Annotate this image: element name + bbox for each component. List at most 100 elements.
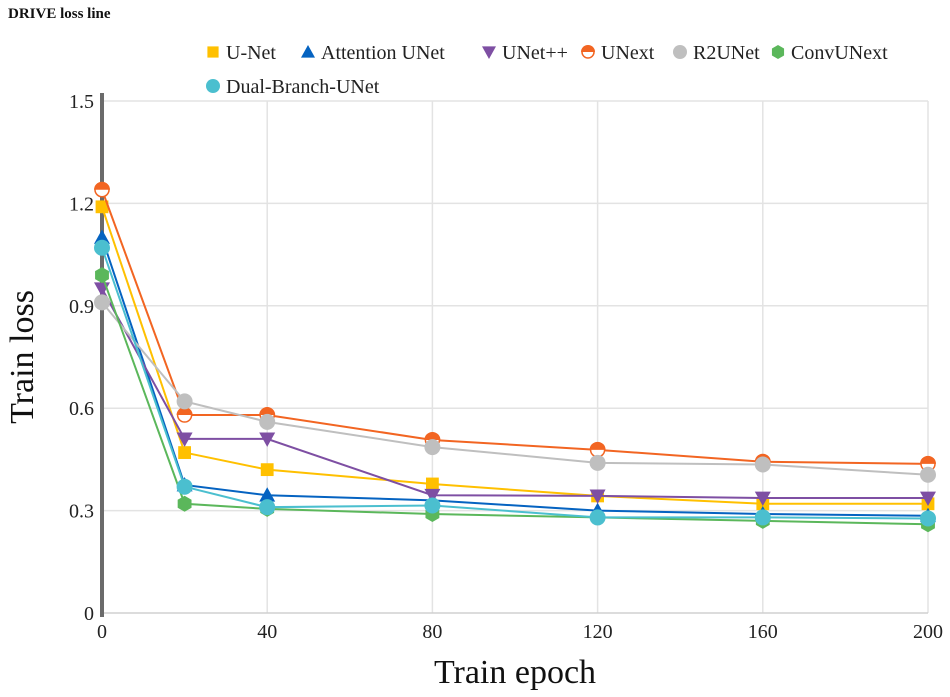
circle-marker <box>754 509 771 526</box>
series-unet- <box>94 282 936 506</box>
square-marker <box>426 477 439 491</box>
legend-marker <box>206 79 220 93</box>
circle-marker <box>424 439 441 456</box>
circle-marker <box>259 499 276 516</box>
legend-marker <box>301 45 315 58</box>
x-tick-label: 120 <box>583 621 613 643</box>
legend-label: UNext <box>601 42 655 64</box>
triangle-down-marker <box>482 46 496 59</box>
legend-item: Attention UNet <box>301 42 445 64</box>
data-point <box>95 267 109 284</box>
y-tick-label: 0 <box>84 603 94 625</box>
square-marker <box>178 446 191 459</box>
data-point <box>176 432 193 447</box>
circle-marker <box>920 510 936 527</box>
data-point <box>426 477 439 491</box>
data-point <box>176 478 193 495</box>
data-point <box>259 432 276 447</box>
circle-marker <box>259 413 276 430</box>
data-point <box>754 491 771 506</box>
circle-marker <box>94 239 110 256</box>
y-tick-label: 0.6 <box>69 398 94 420</box>
legend-item: R2UNet <box>673 42 760 64</box>
series-u-net <box>95 200 935 511</box>
series-dual-branch-unet <box>94 239 936 527</box>
chart-title: DRIVE loss line <box>8 6 111 22</box>
series-r2unet <box>94 294 936 483</box>
circle-marker <box>673 45 687 59</box>
series-attention-unet <box>94 229 936 523</box>
hexagon-marker <box>95 267 109 284</box>
data-point <box>259 487 276 502</box>
legend-marker <box>771 45 785 59</box>
circle-marker <box>206 79 220 93</box>
triangle-down-marker <box>259 432 276 447</box>
data-point <box>754 509 771 526</box>
legend-label: U-Net <box>226 42 276 64</box>
x-tick-label: 200 <box>913 621 943 643</box>
hexagon-marker <box>177 495 192 512</box>
legend: U-Net Attention UNet UNet++ UNext R2UNet Conv… <box>206 42 888 98</box>
half-circle-fill <box>424 431 441 440</box>
data-point <box>754 456 771 473</box>
triangle-down-marker <box>424 488 441 504</box>
legend-marker <box>673 45 687 59</box>
legend-label: Attention UNet <box>321 42 445 64</box>
x-tick-label: 40 <box>257 621 277 643</box>
x-tick-label: 80 <box>422 621 442 643</box>
circle-marker <box>176 393 193 410</box>
triangle-marker <box>301 45 315 58</box>
series-convunext <box>95 267 935 533</box>
triangle-down-marker <box>754 491 771 506</box>
data-point <box>260 463 274 477</box>
data-point <box>589 454 606 471</box>
series-line <box>101 301 929 476</box>
legend-marker <box>207 46 219 58</box>
circle-marker <box>920 466 936 483</box>
data-point <box>94 239 110 256</box>
half-circle-fill <box>589 441 606 450</box>
data-point <box>589 509 606 526</box>
x-tick-label: 0 <box>97 621 107 643</box>
data-point <box>589 489 606 504</box>
data-point <box>424 497 441 514</box>
series-line <box>101 206 928 505</box>
data-point <box>178 446 191 459</box>
y-tick-label: 0.3 <box>69 501 94 523</box>
legend-item: UNext <box>581 42 655 64</box>
legend-marker <box>581 45 595 59</box>
legend-label: ConvUNext <box>791 42 888 64</box>
y-tick-label: 1.5 <box>69 91 94 113</box>
data-point <box>920 455 936 472</box>
legend-item: Dual-Branch-UNet <box>206 76 380 98</box>
data-point <box>177 495 192 512</box>
circle-marker <box>754 456 771 473</box>
legend-marker <box>482 46 496 59</box>
legend-label: UNet++ <box>502 42 568 64</box>
data-point <box>920 491 936 506</box>
y-axis-label: Train loss <box>4 290 41 424</box>
data-point <box>95 200 109 214</box>
triangle-down-marker <box>176 432 193 447</box>
triangle-down-marker <box>920 491 936 506</box>
half-circle-fill <box>920 455 936 464</box>
half-circle-fill <box>94 181 110 190</box>
triangle-marker <box>94 229 110 244</box>
legend-item: UNet++ <box>482 42 568 64</box>
circle-marker <box>424 497 441 514</box>
legend-item: U-Net <box>207 42 276 64</box>
data-point <box>176 393 193 410</box>
y-tick-label: 0.9 <box>69 296 94 318</box>
legend-label: R2UNet <box>693 42 760 64</box>
data-point <box>589 441 606 458</box>
half-circle-fill <box>176 407 193 416</box>
circle-marker <box>589 509 606 526</box>
circle-marker <box>94 294 110 311</box>
square-marker <box>95 200 109 214</box>
data-point <box>94 294 110 311</box>
x-axis-label: Train epoch <box>434 654 596 691</box>
series-line <box>101 237 929 517</box>
legend-label: Dual-Branch-UNet <box>226 76 380 98</box>
data-point <box>259 499 276 516</box>
triangle-down-marker <box>589 489 606 504</box>
